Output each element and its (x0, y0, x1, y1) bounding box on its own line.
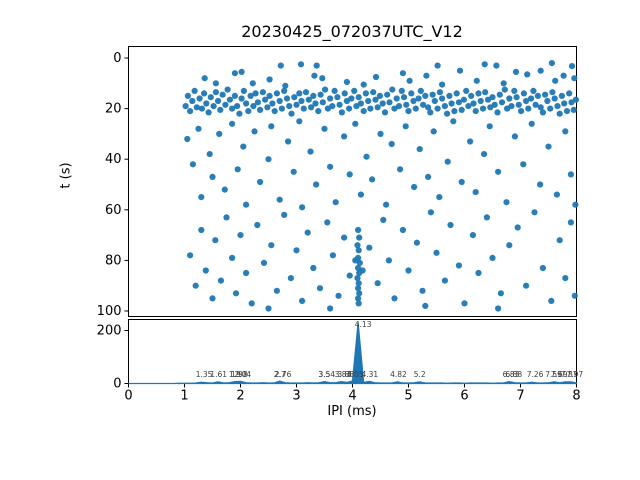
histogram-ytick-label: 0 (113, 377, 121, 392)
peak-label: 7.97 (566, 370, 583, 379)
histogram-xtick-label: 2 (236, 389, 244, 404)
peak-label: 4.31 (362, 370, 379, 379)
histogram-line (128, 322, 578, 385)
peak-label: 3.88 (337, 370, 354, 379)
histogram-xtick-label: 5 (404, 389, 412, 404)
peak-label: 3.54 (318, 370, 335, 379)
histogram-axes: 0 200 0 1 2 3 4 5 6 7 8 1.351.61 1.91.982.04 2.72.76 3… (97, 319, 584, 404)
peak-label: 7.59 (545, 370, 562, 379)
peak-label: 6.88 (505, 370, 522, 379)
peak-label: 6.83 (503, 370, 520, 379)
scatter-ytick-label: 100 (97, 304, 122, 319)
peak-label: 5.2 (414, 370, 426, 379)
peak-label: 1.61 (210, 370, 227, 379)
histogram-xtick-label: 7 (516, 389, 524, 404)
main-peak-label: 4.13 (355, 320, 372, 329)
scatter-ytick-label: 20 (105, 102, 122, 117)
histogram-xtick-label: 8 (572, 389, 580, 404)
histogram-xtick-label: 0 (124, 389, 132, 404)
peak-label: 2.7 (274, 370, 286, 379)
peak-label: 4.82 (390, 370, 407, 379)
peak-label: 2.04 (234, 370, 251, 379)
peak-label: 4.05 (347, 370, 364, 379)
peak-label: 7.26 (527, 370, 544, 379)
peak-label: 3.5 (319, 370, 331, 379)
scatter-ytick-label: 80 (105, 253, 122, 268)
x-axis-label: IPI (ms) (327, 404, 377, 419)
scatter-ytick-label: 40 (105, 152, 122, 167)
histogram-xtick-label: 3 (292, 389, 300, 404)
scatter-points (182, 60, 580, 312)
histogram-xtick-label: 6 (460, 389, 468, 404)
figure-title: 20230425_072037UTC_V12 (241, 22, 463, 41)
histogram-xtick-label: 4 (348, 389, 356, 404)
scatter-axes: 0 20 40 60 80 100 (97, 46, 580, 319)
peak-annotations: 1.351.61 1.91.982.04 2.72.76 3.53.54 3.833.8… (196, 320, 584, 379)
peak-label: 3.83 (335, 370, 352, 379)
peak-label: 1.35 (196, 370, 213, 379)
peak-label: 7.87 (561, 370, 578, 379)
histogram-xtick-label: 1 (180, 389, 188, 404)
scatter-ytick-label: 60 (105, 203, 122, 218)
peak-label: 7.69 (551, 370, 568, 379)
peak-label: 1.9 (229, 370, 241, 379)
peak-label: 1.98 (231, 370, 248, 379)
scatter-ytick-label: 0 (113, 51, 121, 66)
peak-label: 2.76 (275, 370, 292, 379)
histogram-ytick-label: 200 (97, 324, 122, 339)
y-axis-label: t (s) (58, 162, 74, 189)
